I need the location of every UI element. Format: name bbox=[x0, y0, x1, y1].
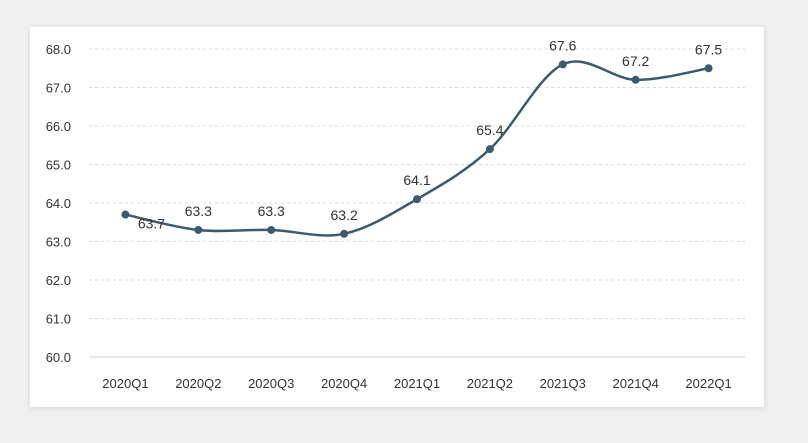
y-tick-label: 68.0 bbox=[46, 42, 71, 57]
data-point bbox=[558, 60, 567, 69]
data-point bbox=[413, 195, 421, 204]
x-tick-label: 2021Q1 bbox=[394, 376, 440, 391]
data-point bbox=[704, 64, 713, 73]
x-tick-label: 2021Q2 bbox=[467, 376, 513, 391]
y-tick-label: 63.0 bbox=[46, 235, 71, 250]
data-label: 67.6 bbox=[549, 37, 576, 53]
y-tick-label: 66.0 bbox=[46, 119, 71, 134]
y-tick-label: 62.0 bbox=[46, 273, 71, 288]
data-point bbox=[121, 210, 130, 219]
x-tick-label: 2020Q1 bbox=[102, 376, 148, 391]
data-label: 63.3 bbox=[258, 203, 285, 219]
data-point bbox=[485, 145, 494, 154]
x-tick-label: 2020Q2 bbox=[175, 376, 221, 391]
data-label: 63.2 bbox=[330, 207, 357, 223]
x-tick-label: 2020Q4 bbox=[321, 376, 367, 391]
y-tick-label: 60.0 bbox=[46, 350, 71, 365]
x-tick-label: 2021Q3 bbox=[540, 376, 586, 391]
data-label: 64.1 bbox=[403, 172, 430, 188]
data-label: 63.3 bbox=[185, 203, 212, 219]
data-point bbox=[340, 229, 349, 238]
data-point bbox=[194, 225, 203, 234]
data-label: 63.7 bbox=[138, 216, 165, 232]
x-tick-label: 2020Q3 bbox=[248, 376, 294, 391]
data-label: 65.4 bbox=[476, 122, 503, 138]
y-tick-label: 65.0 bbox=[46, 158, 71, 173]
y-tick-label: 67.0 bbox=[46, 81, 71, 96]
data-label: 67.2 bbox=[622, 53, 649, 69]
data-point bbox=[631, 75, 640, 84]
x-tick-label: 2022Q1 bbox=[685, 376, 731, 391]
series-line bbox=[124, 60, 710, 237]
chart-card bbox=[30, 27, 764, 407]
y-tick-label: 64.0 bbox=[46, 196, 71, 211]
data-point bbox=[267, 225, 276, 234]
data-label: 67.5 bbox=[695, 41, 722, 57]
x-tick-label: 2021Q4 bbox=[613, 376, 659, 391]
y-tick-label: 61.0 bbox=[46, 312, 71, 327]
